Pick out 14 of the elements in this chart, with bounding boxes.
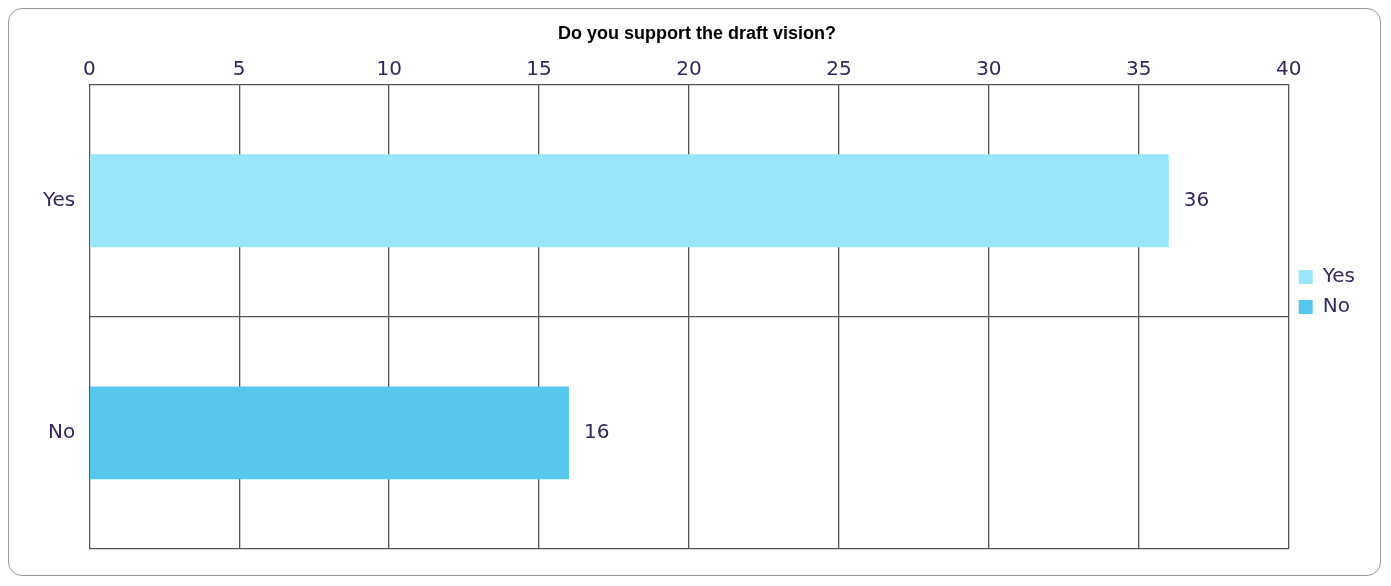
x-tick-label: 25: [826, 55, 852, 80]
x-tick-label: 0: [82, 55, 96, 80]
legend-label: No: [1322, 293, 1350, 318]
x-tick-label: 5: [232, 55, 246, 80]
data-label: 16: [584, 419, 610, 444]
x-tick-label: 10: [376, 55, 402, 80]
data-label: 36: [1183, 186, 1210, 211]
x-tick-label: 40: [1275, 55, 1302, 80]
x-tick-label: 30: [976, 55, 1002, 80]
legend-label: Yes: [1321, 263, 1356, 288]
x-tick-label: 20: [676, 55, 702, 80]
x-tick-label: 15: [526, 55, 552, 80]
chart-title: Do you support the draft vision?: [558, 22, 836, 43]
x-tick-label: 35: [1126, 55, 1152, 80]
